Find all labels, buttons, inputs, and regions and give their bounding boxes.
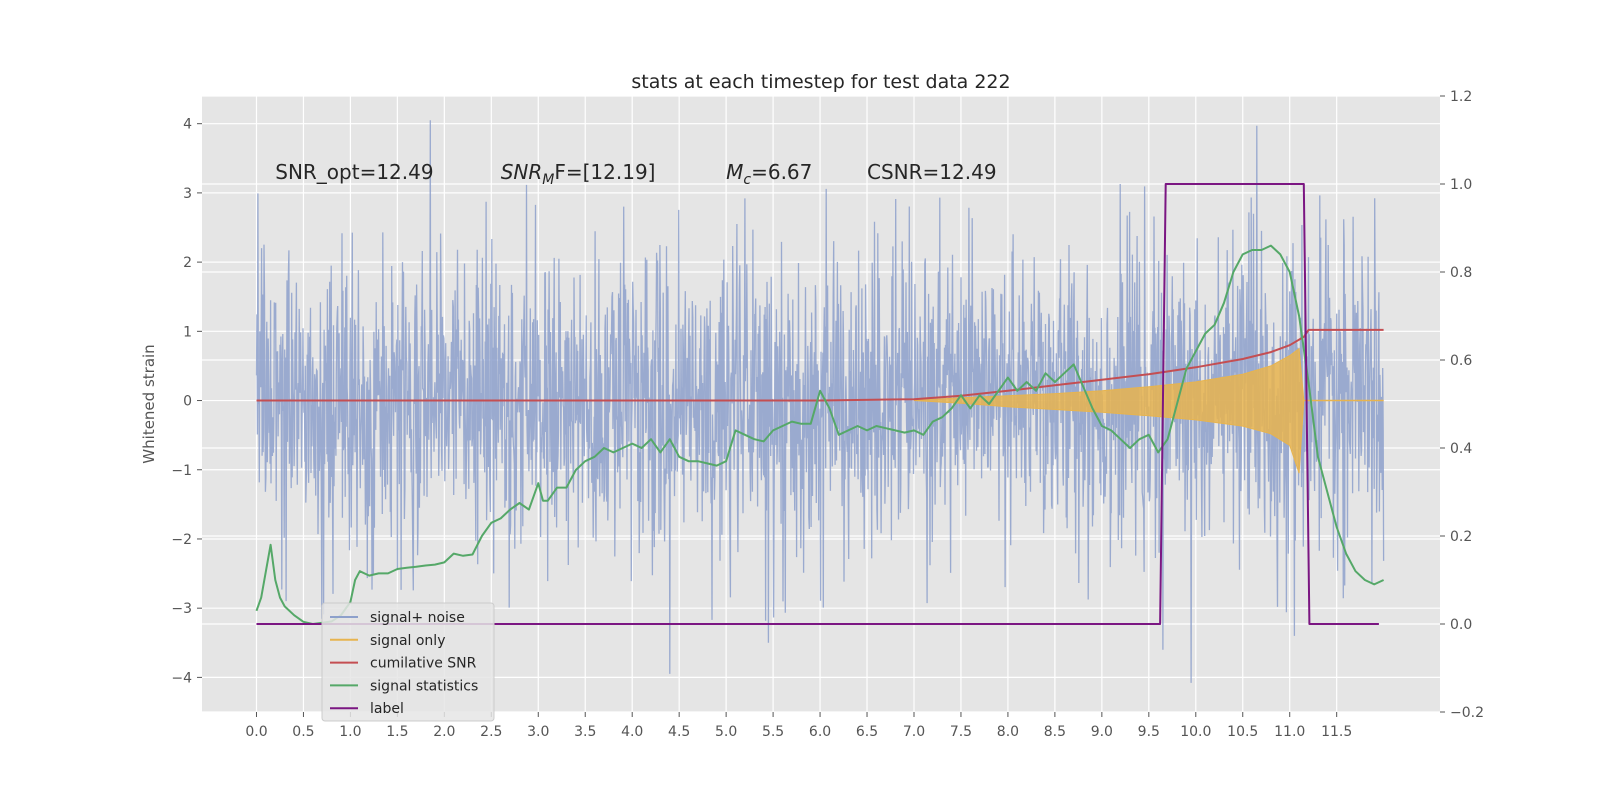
x-tick-label: 5.0: [715, 724, 737, 740]
y-tick-label-left: 3: [183, 186, 192, 202]
series-signal-noise: [255, 120, 1385, 683]
x-tick-label: 2.0: [433, 724, 455, 740]
y-tick-label-right: 0.0: [1450, 617, 1472, 633]
x-tick-label: 4.0: [621, 724, 643, 740]
y-tick-label-left: 0: [183, 394, 192, 410]
legend-entry: signal statistics: [370, 678, 478, 694]
annotations: SNR_opt=12.49 SNRMF=[12.19] Mc=6.67 CSNR=12…: [275, 160, 996, 188]
y-tick-label-right: 0.4: [1450, 441, 1472, 457]
series-label: [256, 183, 1379, 625]
legend-box: [321, 602, 495, 722]
axes: 0.0 0.5 1.0 1.5 2.0 2.5 3.0 3.5 4.0 4.5 5.0 5.5 6.0 6…: [171, 89, 1484, 740]
x-tick-label: 1.5: [386, 724, 408, 740]
series-signal-only: [913, 347, 1384, 474]
x-tick-label: 9.0: [1091, 724, 1113, 740]
y-tick-label-right: 0.6: [1450, 353, 1472, 369]
y-axis-label: Whitened strain: [140, 344, 158, 463]
annotation-snr-mf: SNRMF=[12.19]: [501, 160, 656, 188]
x-tick-label: 8.5: [1044, 724, 1066, 740]
series-signal-statistics: [255, 244, 1385, 625]
y-tick-label-right: 1.2: [1450, 89, 1472, 105]
y-tick-label-right: 0.2: [1450, 529, 1472, 545]
x-tick-label: 0.5: [292, 724, 314, 740]
legend-entry: signal only: [370, 633, 445, 649]
annotation-csnr: CSNR=12.49: [867, 160, 997, 184]
x-tick-label: 10.5: [1227, 724, 1258, 740]
x-tick-label: 6.5: [856, 724, 878, 740]
x-tick-label: 7.0: [903, 724, 925, 740]
y-tick-label-left: −4: [171, 670, 192, 686]
y-tick-label-left: 2: [183, 255, 192, 271]
x-tick-label: 1.0: [339, 724, 361, 740]
y-tick-label-right: 0.8: [1450, 265, 1472, 281]
x-tick-label: 8.0: [997, 724, 1019, 740]
legend-entry: label: [370, 701, 404, 717]
legend-entry: signal+ noise: [370, 610, 465, 626]
series-cumulative-snr: [256, 328, 1384, 402]
series-layer: [255, 120, 1385, 683]
y-tick-label-left: 1: [183, 324, 192, 340]
x-tick-label: 3.0: [527, 724, 549, 740]
x-tick-label: 11.0: [1274, 724, 1305, 740]
x-tick-label: 6.0: [809, 724, 831, 740]
x-tick-label: 4.5: [668, 724, 690, 740]
x-tick-label: 11.5: [1321, 724, 1352, 740]
chart-title: stats at each timestep for test data 222: [631, 71, 1010, 93]
x-tick-label: 5.5: [762, 724, 784, 740]
y-tick-label-left: −3: [171, 601, 192, 617]
x-tick-label: 0.0: [245, 724, 267, 740]
x-tick-label: 10.0: [1180, 724, 1211, 740]
y-tick-label-right: −0.2: [1450, 705, 1484, 721]
x-tick-label: 3.5: [574, 724, 596, 740]
annotation-mc: Mc=6.67: [726, 160, 812, 188]
legend-entry: cumilative SNR: [370, 656, 477, 672]
annotation-snr-opt: SNR_opt=12.49: [275, 160, 433, 184]
x-tick-label: 7.5: [950, 724, 972, 740]
x-tick-label: 2.5: [480, 724, 502, 740]
y-tick-label-left: 4: [183, 117, 192, 133]
y-tick-label-right: 1.0: [1450, 177, 1472, 193]
y-tick-label-left: −1: [171, 463, 192, 479]
x-tick-label: 9.5: [1138, 724, 1160, 740]
legend: signal+ noise signal only cumilative SNR si…: [321, 602, 495, 722]
y-tick-label-left: −2: [171, 532, 192, 548]
